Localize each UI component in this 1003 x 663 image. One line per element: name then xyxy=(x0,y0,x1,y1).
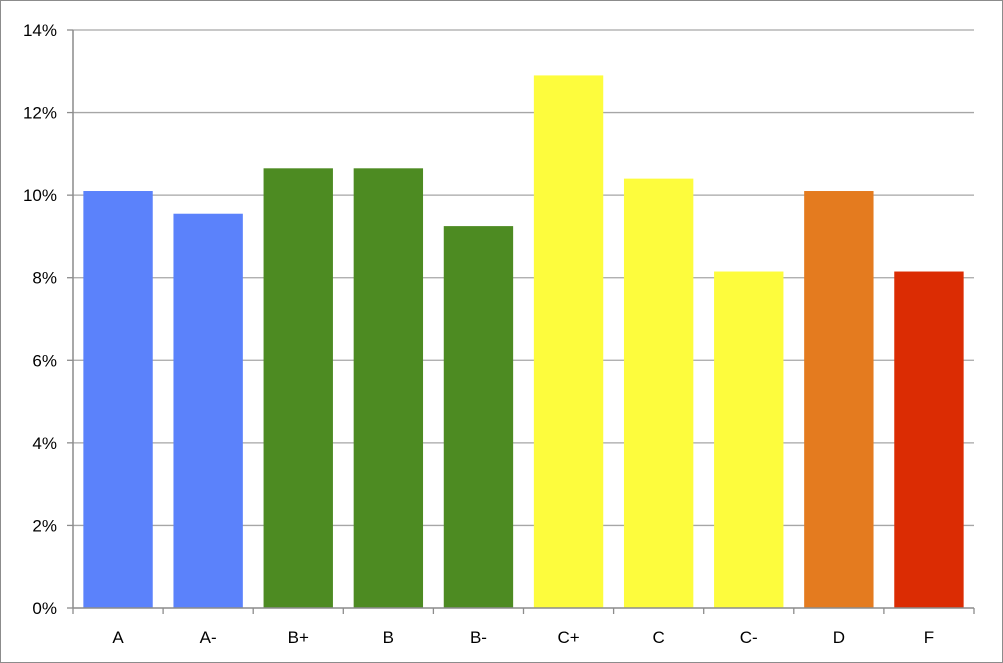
x-tick-label: C+ xyxy=(557,628,579,647)
y-tick-labels: 0% 2% 4% 6% 8% 10% 12% 14% xyxy=(23,21,57,618)
bar-B+ xyxy=(263,168,333,609)
bar-C+ xyxy=(533,75,604,608)
x-tick-labels: A A- B+ B B- C+ C C- D F xyxy=(112,628,934,647)
bar-A- xyxy=(173,213,243,608)
x-tick-label: C- xyxy=(740,628,758,647)
x-tick-label: C xyxy=(653,628,665,647)
bars xyxy=(83,75,964,609)
x-tick-label: A- xyxy=(200,628,217,647)
y-tick-label: 0% xyxy=(32,599,57,618)
x-tick-label: A xyxy=(112,628,124,647)
bar-B xyxy=(353,168,424,609)
y-tick-label: 10% xyxy=(23,186,57,205)
y-tick-label: 8% xyxy=(32,269,57,288)
x-tick-label: F xyxy=(924,628,934,647)
y-tick-label: 6% xyxy=(32,351,57,370)
y-tick-label: 4% xyxy=(32,434,57,453)
x-tick-label: B+ xyxy=(288,628,309,647)
x-tick-label: D xyxy=(833,628,845,647)
axes xyxy=(67,29,975,614)
bar-B- xyxy=(443,226,514,608)
bar-A xyxy=(83,191,153,608)
x-tick-label: B xyxy=(383,628,394,647)
y-tick-label: 12% xyxy=(23,104,57,123)
bar-D xyxy=(804,191,874,608)
bar-C xyxy=(623,178,694,608)
y-tick-label: 14% xyxy=(23,21,57,40)
bar-F xyxy=(894,271,964,608)
x-tick-label: B- xyxy=(470,628,487,647)
bar-C- xyxy=(714,271,784,608)
y-tick-label: 2% xyxy=(32,516,57,535)
